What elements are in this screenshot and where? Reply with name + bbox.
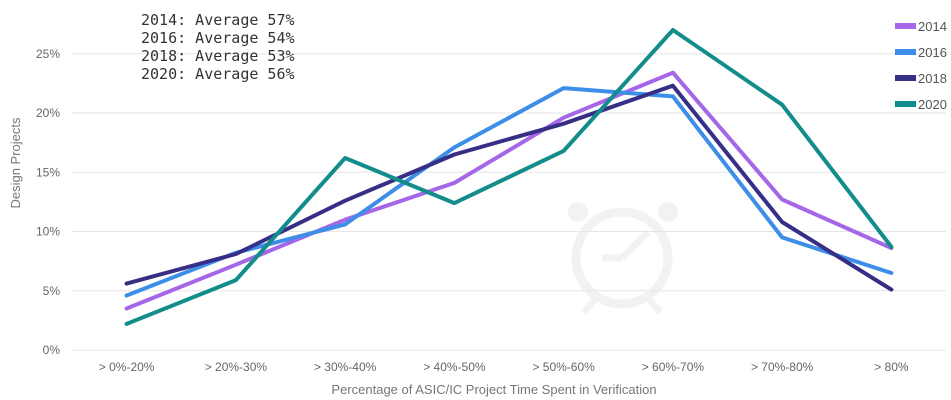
y-tick-label: 25% [36, 47, 60, 61]
average-annotation: 2014: Average 57% [141, 11, 295, 29]
average-annotation: 2016: Average 54% [141, 29, 295, 47]
legend: 2014 2016 2018 2020 [895, 19, 947, 112]
y-axis-label: Design Projects [8, 117, 23, 209]
alarm-clock-icon [568, 202, 678, 315]
y-tick-label: 0% [43, 343, 61, 357]
x-tick-label: > 40%-50% [423, 360, 486, 374]
legend-label-2016: 2016 [918, 45, 947, 60]
x-tick-label: > 50%-60% [532, 360, 595, 374]
y-tick-label: 20% [36, 106, 60, 120]
average-annotations: 2014: Average 57%2016: Average 54%2018: … [141, 11, 295, 83]
x-tick-label: > 80% [874, 360, 909, 374]
legend-label-2020: 2020 [918, 97, 947, 112]
x-tick-label: > 60%-70% [642, 360, 705, 374]
series-lines [124, 28, 894, 326]
legend-label-2018: 2018 [918, 71, 947, 86]
average-annotation: 2020: Average 56% [141, 65, 295, 83]
x-axis-ticks: > 0%-20% > 20%-30% > 30%-40% > 40%-50% > 50%… [99, 360, 909, 374]
y-tick-label: 10% [36, 225, 60, 239]
series-line-2020 [124, 28, 894, 326]
series-line-2016 [124, 86, 894, 298]
series-line-2018 [124, 83, 894, 292]
y-axis-ticks: 0% 5% 10% 15% 20% 25% [36, 47, 60, 357]
y-tick-label: 5% [43, 284, 61, 298]
x-tick-label: > 20%-30% [205, 360, 268, 374]
legend-label-2014: 2014 [918, 19, 947, 34]
x-tick-label: > 30%-40% [314, 360, 377, 374]
x-tick-label: > 70%-80% [751, 360, 814, 374]
grid-lines [72, 53, 946, 351]
y-tick-label: 15% [36, 165, 60, 179]
x-axis-label: Percentage of ASIC/IC Project Time Spent… [331, 382, 656, 397]
x-tick-label: > 0%-20% [99, 360, 155, 374]
average-annotation: 2018: Average 53% [141, 47, 295, 65]
